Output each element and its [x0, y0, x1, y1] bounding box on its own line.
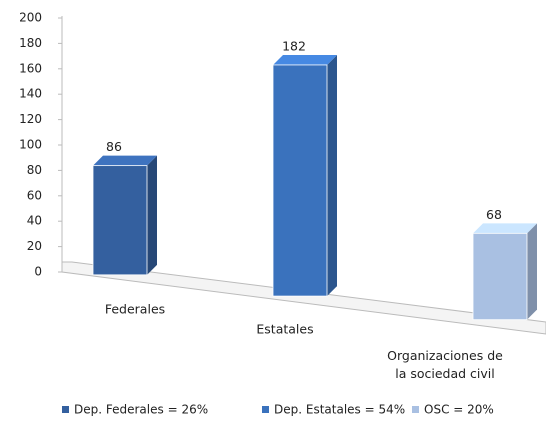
y-tick-label: 180: [19, 36, 42, 50]
y-tick-label: 0: [34, 265, 42, 279]
y-tick-label: 80: [27, 163, 42, 177]
x-tick-label: Federales: [105, 302, 165, 317]
legend-swatch: [262, 406, 269, 413]
bar: [472, 232, 528, 321]
legend-label: Dep. Estatales = 54%: [274, 403, 405, 417]
value-label: 86: [106, 139, 122, 154]
y-tick-label: 40: [27, 214, 42, 228]
y-tick-label: 160: [19, 61, 42, 75]
y-tick-label: 140: [19, 87, 42, 101]
bar-top: [273, 54, 337, 65]
legend-swatch: [412, 406, 419, 413]
value-label: 68: [486, 207, 502, 222]
bar: [272, 64, 328, 297]
bar: [92, 165, 148, 276]
y-tick-label: 200: [19, 11, 42, 25]
value-label: 182: [282, 38, 306, 53]
legend-label: Dep. Federales = 26%: [74, 403, 208, 417]
y-tick-label: 20: [27, 239, 42, 253]
legend-swatch: [62, 406, 69, 413]
bar-top: [93, 155, 157, 166]
x-tick-label: Estatales: [256, 322, 313, 337]
y-tick-label: 100: [19, 138, 42, 152]
y-tick-label: 60: [27, 188, 42, 202]
y-tick-label: 120: [19, 112, 42, 126]
legend-label: OSC = 20%: [424, 403, 494, 417]
bar-top: [473, 223, 537, 234]
bar-side: [327, 54, 337, 297]
floor: [61, 261, 546, 335]
bar-side: [527, 223, 537, 320]
x-tick-label: Organizaciones de la sociedad civil: [387, 348, 503, 381]
bar-side: [147, 155, 157, 275]
